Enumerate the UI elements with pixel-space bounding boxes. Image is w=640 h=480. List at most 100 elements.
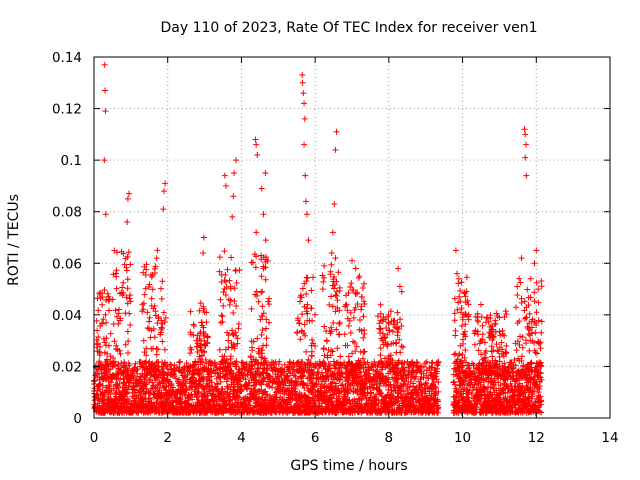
data-point [518, 299, 525, 306]
data-point [248, 305, 255, 312]
data-point [148, 295, 155, 302]
data-point [149, 360, 156, 367]
data-point [325, 347, 332, 354]
data-point [451, 378, 458, 385]
data-point [531, 298, 538, 305]
data-point [222, 373, 229, 380]
data-point [269, 384, 276, 391]
data-point [390, 368, 397, 375]
data-point [115, 310, 122, 317]
data-point [334, 297, 341, 304]
data-point [143, 345, 150, 352]
data-point [144, 324, 151, 331]
data-point [187, 331, 194, 338]
data-point [377, 352, 384, 359]
data-point [408, 374, 415, 381]
data-point [254, 365, 261, 372]
data-point [481, 386, 488, 393]
data-point [379, 337, 386, 344]
data-point [139, 359, 146, 366]
data-point [309, 369, 316, 376]
data-point [126, 295, 133, 302]
data-point [102, 311, 109, 318]
data-point [226, 277, 233, 284]
data-point [406, 383, 413, 390]
data-point [252, 291, 259, 298]
data-point [530, 387, 537, 394]
data-point [148, 327, 155, 334]
data-point [514, 319, 521, 326]
data-point [93, 317, 100, 324]
data-point [383, 375, 390, 382]
data-point [342, 301, 349, 308]
data-point [428, 386, 435, 393]
data-point [123, 267, 130, 274]
data-point [524, 286, 531, 293]
data-point [146, 318, 153, 325]
data-point [526, 347, 533, 354]
data-point [153, 255, 160, 262]
data-point [231, 298, 238, 305]
data-point [465, 316, 472, 323]
data-point [111, 338, 118, 345]
data-point [257, 361, 264, 368]
data-point [221, 285, 228, 292]
data-point [137, 378, 144, 385]
data-point [329, 282, 336, 289]
data-point [538, 398, 545, 405]
data-point [196, 368, 203, 375]
data-point [353, 343, 360, 350]
data-point [347, 283, 354, 290]
data-point [451, 360, 458, 367]
data-point [259, 288, 266, 295]
data-point [532, 329, 539, 336]
data-point [244, 367, 251, 374]
data-point [393, 365, 400, 372]
data-point [202, 342, 209, 349]
data-point [482, 354, 489, 361]
data-point [481, 339, 488, 346]
data-point [106, 307, 113, 314]
data-point [132, 360, 139, 367]
data-point [331, 285, 338, 292]
data-point [224, 266, 231, 273]
data-point [147, 271, 154, 278]
data-point [486, 367, 493, 374]
data-point [146, 395, 153, 402]
data-point [333, 326, 340, 333]
data-point [501, 364, 508, 371]
data-point [457, 342, 464, 349]
data-point [312, 311, 319, 318]
data-point [451, 381, 458, 388]
data-point [134, 370, 141, 377]
data-point [354, 300, 361, 307]
data-point [183, 360, 190, 367]
data-point [259, 327, 266, 334]
data-point [458, 357, 465, 364]
data-point [328, 261, 335, 268]
data-point [454, 306, 461, 313]
data-point [346, 386, 353, 393]
data-point [519, 344, 526, 351]
data-point [109, 296, 116, 303]
data-point [478, 351, 485, 358]
data-point [197, 358, 204, 365]
data-point [377, 325, 384, 332]
data-point [462, 293, 469, 300]
data-point [388, 340, 395, 347]
data-point [196, 342, 203, 349]
data-point [470, 384, 477, 391]
data-point [197, 329, 204, 336]
data-point [451, 295, 458, 302]
data-point [519, 366, 526, 373]
data-point [459, 314, 466, 321]
data-point [151, 302, 158, 309]
data-point [397, 382, 404, 389]
data-point [474, 317, 481, 324]
data-point [390, 328, 397, 335]
data-point [344, 390, 351, 397]
data-point [451, 310, 458, 317]
data-point [457, 298, 464, 305]
data-point [155, 346, 162, 353]
data-point [242, 376, 249, 383]
